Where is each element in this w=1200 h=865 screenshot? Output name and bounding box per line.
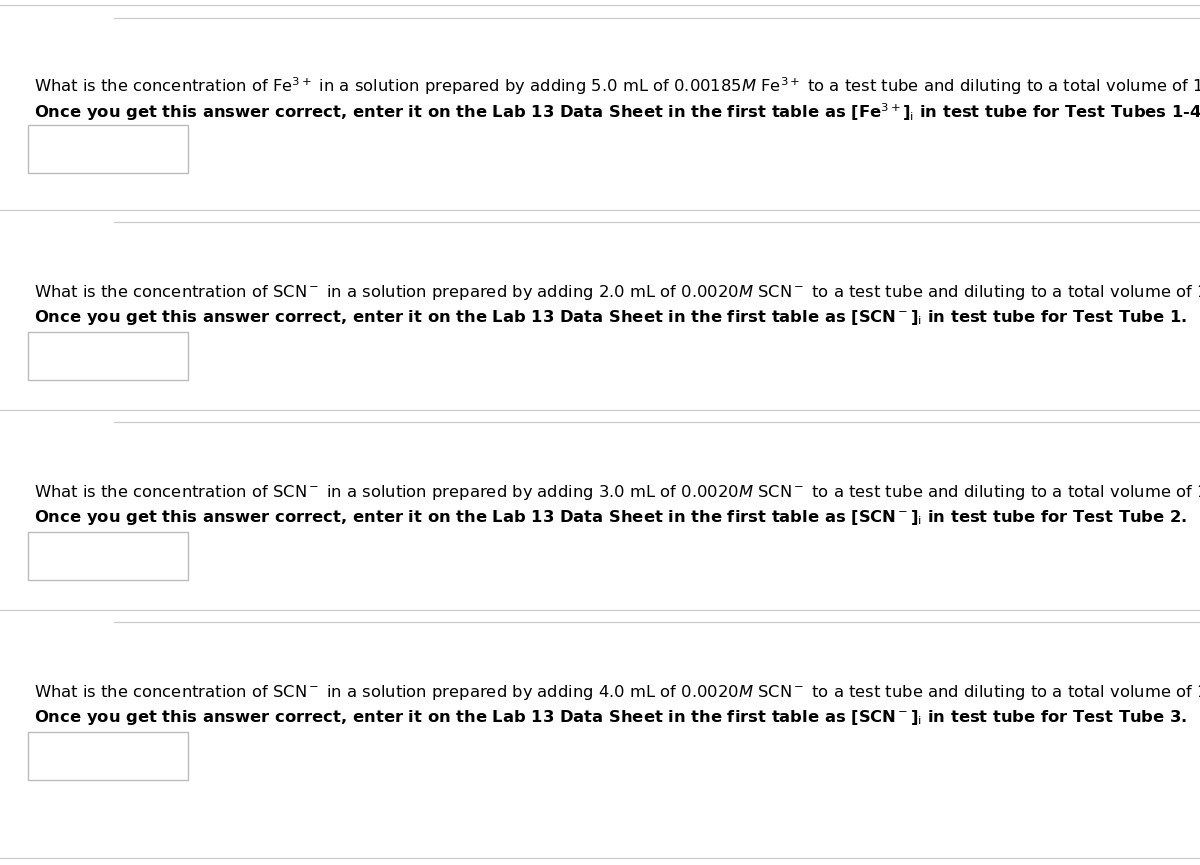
Text: What is the concentration of SCN$^-$ in a solution prepared by adding 4.0 mL of : What is the concentration of SCN$^-$ in … <box>34 683 1200 702</box>
Text: What is the concentration of SCN$^-$ in a solution prepared by adding 2.0 mL of : What is the concentration of SCN$^-$ in … <box>34 283 1200 302</box>
Text: What is the concentration of Fe$^{3+}$ in a solution prepared by adding 5.0 mL o: What is the concentration of Fe$^{3+}$ i… <box>34 75 1200 97</box>
Text: Once you get this answer correct, enter it on the Lab 13 Data Sheet in the first: Once you get this answer correct, enter … <box>34 101 1200 123</box>
Bar <box>28 732 188 780</box>
Text: Once you get this answer correct, enter it on the Lab 13 Data Sheet in the first: Once you get this answer correct, enter … <box>34 308 1187 327</box>
Bar <box>28 332 188 380</box>
Text: Once you get this answer correct, enter it on the Lab 13 Data Sheet in the first: Once you get this answer correct, enter … <box>34 708 1187 727</box>
Bar <box>28 125 188 173</box>
Text: What is the concentration of SCN$^-$ in a solution prepared by adding 3.0 mL of : What is the concentration of SCN$^-$ in … <box>34 483 1200 502</box>
Text: Once you get this answer correct, enter it on the Lab 13 Data Sheet in the first: Once you get this answer correct, enter … <box>34 508 1187 527</box>
Bar <box>28 532 188 580</box>
